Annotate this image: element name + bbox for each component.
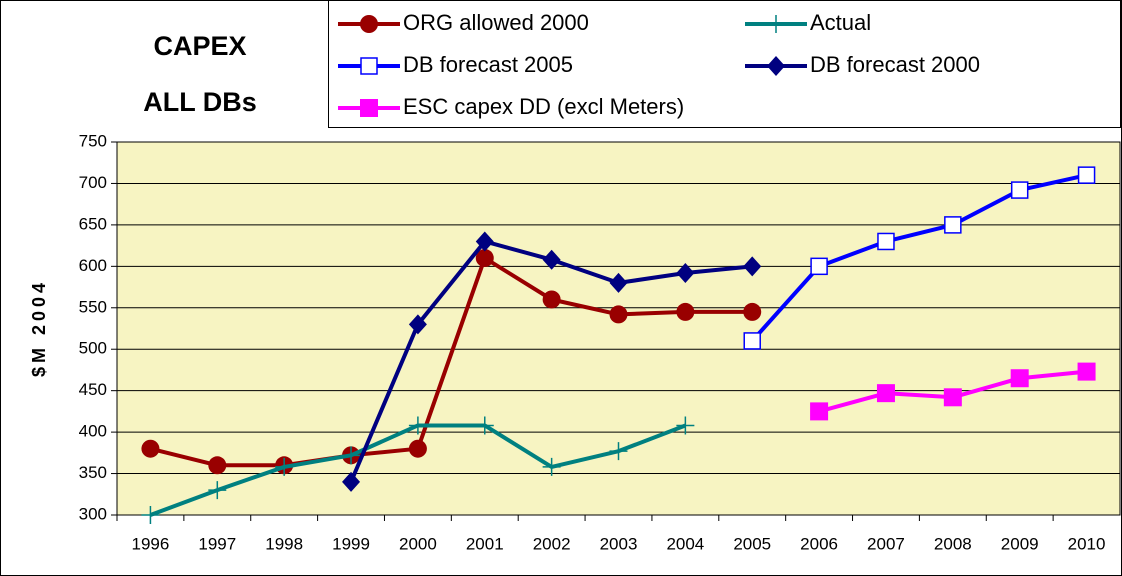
marker <box>609 305 628 324</box>
marker <box>360 57 378 75</box>
marker <box>743 332 761 350</box>
marker <box>676 416 695 435</box>
marker <box>342 446 361 465</box>
y-tick-label: 750 <box>79 131 107 150</box>
marker <box>944 216 962 234</box>
chart-title: ALL DBs <box>143 87 257 117</box>
marker <box>1010 369 1029 388</box>
y-tick-label: 700 <box>79 173 107 192</box>
marker <box>743 302 762 321</box>
y-tick-label: 650 <box>79 214 107 233</box>
marker <box>475 231 494 252</box>
marker <box>810 257 828 276</box>
marker <box>609 272 628 293</box>
y-tick-label: 500 <box>79 339 107 358</box>
marker <box>1077 166 1096 184</box>
y-tick-label: 350 <box>79 463 107 482</box>
marker <box>876 384 895 403</box>
x-tick-label: 2005 <box>733 534 771 553</box>
x-tick-label: 1998 <box>265 534 303 553</box>
marker <box>542 290 561 309</box>
x-tick-label: 1996 <box>132 534 170 553</box>
x-tick-label: 2008 <box>934 534 972 553</box>
marker <box>676 262 695 283</box>
legend-label: ESC capex DD (excl Meters) <box>403 94 684 119</box>
marker <box>141 439 160 458</box>
marker <box>877 232 895 251</box>
marker <box>767 15 785 33</box>
marker <box>275 457 294 476</box>
marker <box>810 402 829 421</box>
x-tick-label: 2004 <box>666 534 704 553</box>
legend-label: ORG allowed 2000 <box>403 10 589 35</box>
series-line <box>149 256 753 468</box>
marker <box>943 388 962 407</box>
x-tick-label: 2002 <box>533 534 571 553</box>
y-tick-label: 600 <box>79 256 107 275</box>
x-tick-label: 1999 <box>332 534 370 553</box>
marker <box>1077 362 1096 381</box>
marker <box>542 457 561 476</box>
marker <box>609 442 628 461</box>
y-tick-label: 300 <box>79 504 107 523</box>
chart-title: CAPEX <box>153 31 246 61</box>
marker <box>342 471 361 492</box>
marker <box>1010 181 1029 199</box>
legend-label: Actual <box>810 10 871 35</box>
marker <box>360 99 378 117</box>
marker <box>408 439 427 458</box>
legend-box <box>328 0 1121 128</box>
x-tick-label: 2006 <box>800 534 838 553</box>
x-tick-label: 2003 <box>600 534 638 553</box>
marker <box>743 256 762 277</box>
x-tick-label: 2010 <box>1068 534 1106 553</box>
marker <box>767 56 785 76</box>
y-tick-label: 550 <box>79 297 107 316</box>
marker <box>360 15 378 33</box>
x-tick-label: 1997 <box>198 534 236 553</box>
series-line <box>750 173 1088 343</box>
marker <box>208 481 227 500</box>
marker <box>475 249 494 268</box>
marker <box>676 302 695 321</box>
legend-label: DB forecast 2000 <box>810 52 980 77</box>
y-tick-label: 450 <box>79 380 107 399</box>
marker <box>208 456 227 475</box>
x-tick-label: 2009 <box>1001 534 1039 553</box>
marker <box>408 314 427 335</box>
y-axis-label: $M 2004 <box>29 279 49 377</box>
legend-label: DB forecast 2005 <box>403 52 573 77</box>
x-tick-label: 2001 <box>466 534 504 553</box>
x-tick-label: 2000 <box>399 534 437 553</box>
marker <box>542 249 561 270</box>
marker <box>408 416 427 435</box>
y-tick-label: 400 <box>79 422 107 441</box>
x-tick-label: 2007 <box>867 534 905 553</box>
marker <box>475 416 494 435</box>
marker <box>141 506 160 524</box>
